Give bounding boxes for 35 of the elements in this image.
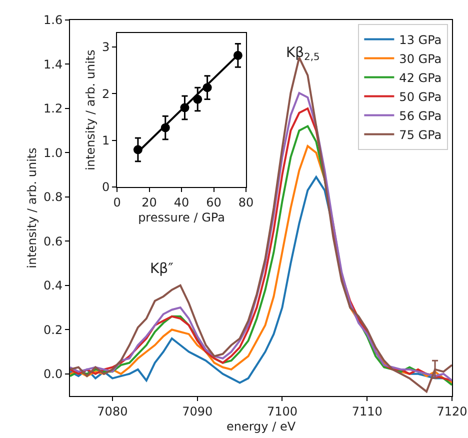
x-tick-label: 7090 [182, 404, 213, 418]
y-tick-label: 0.8 [44, 190, 63, 204]
y-axis-title: intensity / arb. units [24, 148, 39, 268]
x-tick-label: 7110 [352, 404, 382, 418]
legend-label: 13 GPa [399, 32, 442, 47]
y-tick-label: 3 [102, 40, 110, 54]
x-tick-label: 40 [174, 195, 190, 210]
x-tick-label: 7100 [266, 404, 298, 418]
x-axis-title: pressure / GPa [138, 210, 225, 224]
x-tick-label: 80 [238, 195, 254, 210]
x-tick-label: 60 [206, 195, 222, 210]
legend-label: 50 GPa [399, 90, 442, 104]
y-tick-label: 1.0 [44, 146, 63, 160]
legend-label: 56 GPa [399, 108, 442, 123]
y-tick-label: 1 [102, 134, 110, 148]
y-tick-label: 0.4 [44, 278, 63, 293]
x-axis-title: energy / eV [226, 419, 296, 434]
annotation: Kβ$_{2,5}$ [286, 45, 320, 63]
legend-label: 75 GPa [399, 128, 442, 142]
legend-label: 30 GPa [399, 52, 442, 66]
y-tick-label: 2 [102, 86, 110, 101]
y-tick-label: 1.4 [44, 57, 63, 72]
y-tick-label: 0.2 [44, 322, 63, 337]
y-tick-label: 1.6 [44, 13, 63, 28]
legend-label: 42 GPa [399, 70, 442, 85]
y-tick-label: 0.6 [44, 234, 63, 248]
x-tick-label: 7120 [436, 404, 468, 418]
y-axis-title: intensity / arb. units [83, 50, 98, 170]
y-tick-label: 0 [102, 180, 110, 194]
y-tick-label: 1.2 [44, 102, 63, 116]
annotation: Kβ″ [150, 261, 174, 277]
x-tick-label: 20 [142, 195, 157, 210]
y-tick-label: 0.0 [44, 367, 63, 382]
x-tick-label: 7080 [97, 404, 128, 418]
x-tick-label: 0 [113, 195, 121, 210]
